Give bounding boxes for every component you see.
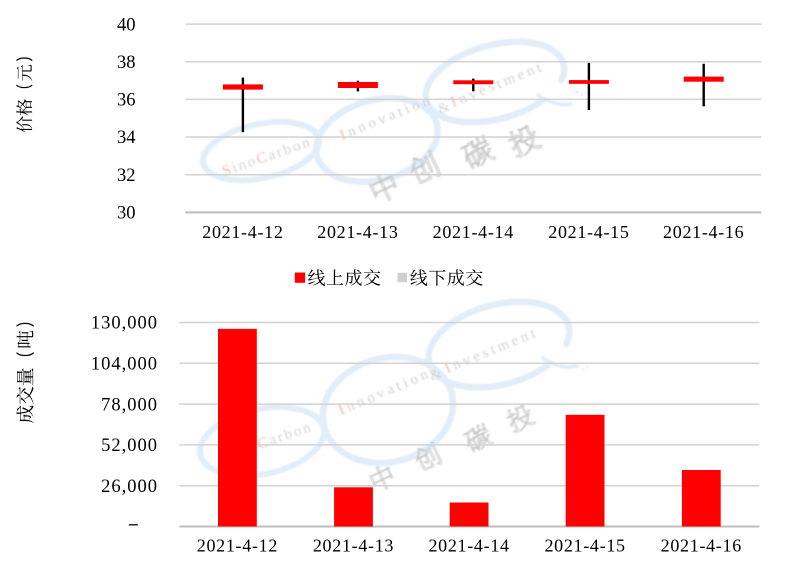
svg-text:52,000: 52,000 bbox=[101, 436, 158, 456]
svg-text:2021-4-15: 2021-4-15 bbox=[548, 222, 629, 242]
svg-text:2021-4-14: 2021-4-14 bbox=[428, 536, 509, 556]
svg-text:130,000: 130,000 bbox=[91, 314, 158, 334]
svg-text:32: 32 bbox=[117, 166, 136, 186]
svg-text:2021-4-13: 2021-4-13 bbox=[313, 536, 394, 556]
svg-text:2021-4-16: 2021-4-16 bbox=[663, 222, 744, 242]
svg-text:26,000: 26,000 bbox=[101, 477, 158, 497]
svg-text:104,000: 104,000 bbox=[91, 355, 158, 375]
svg-text:Innovation: Innovation bbox=[338, 92, 436, 144]
svg-text:30: 30 bbox=[117, 204, 136, 224]
svg-text:36: 36 bbox=[117, 91, 136, 111]
svg-text:2021-4-12: 2021-4-12 bbox=[202, 222, 283, 242]
svg-text:Investment: Investment bbox=[449, 59, 547, 111]
svg-text:78,000: 78,000 bbox=[101, 395, 158, 415]
svg-text:SinoCarbon: SinoCarbon bbox=[220, 134, 314, 180]
svg-text:Innovation: Innovation bbox=[336, 365, 433, 418]
svg-text:40: 40 bbox=[117, 15, 136, 35]
svg-text:2021-4-14: 2021-4-14 bbox=[433, 222, 514, 242]
svg-text:38: 38 bbox=[117, 53, 136, 73]
svg-text:34: 34 bbox=[117, 128, 136, 148]
svg-text:Investment: Investment bbox=[443, 325, 541, 377]
svg-text:2021-4-13: 2021-4-13 bbox=[317, 222, 398, 242]
svg-text:2021-4-16: 2021-4-16 bbox=[661, 536, 742, 556]
svg-text:2021-4-15: 2021-4-15 bbox=[544, 536, 625, 556]
svg-text:2021-4-12: 2021-4-12 bbox=[197, 536, 278, 556]
